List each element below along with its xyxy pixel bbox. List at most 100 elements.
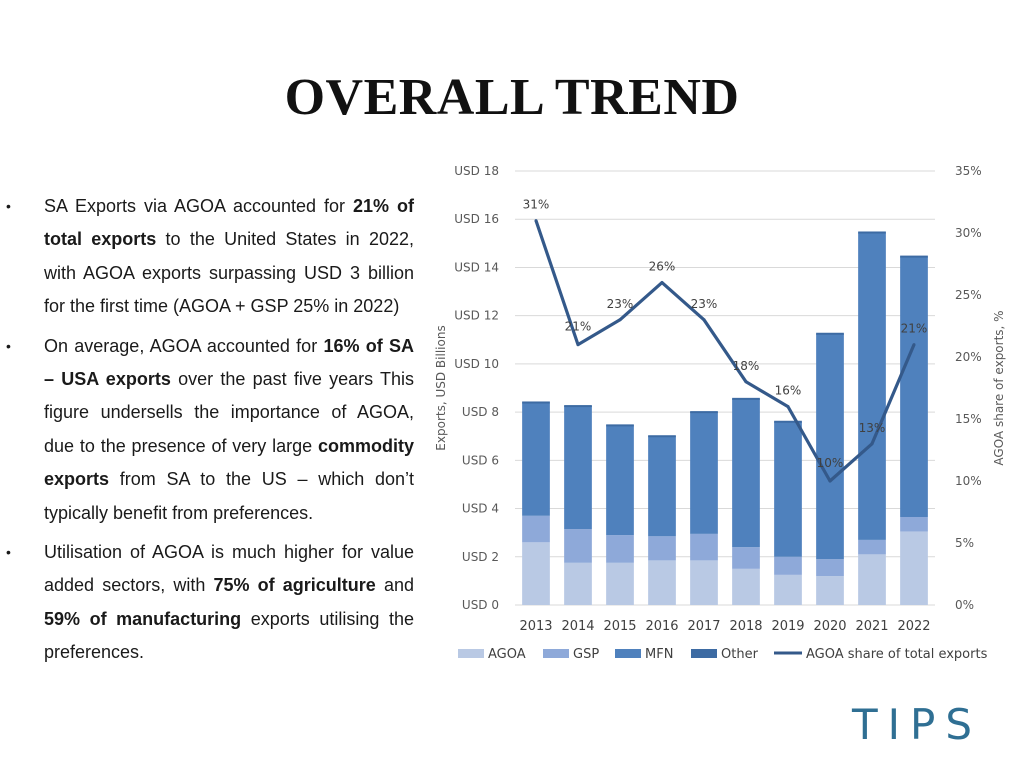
share-line [534,220,916,483]
y-right-tick-label: 20% [955,350,982,364]
bar-top-edge [606,424,634,427]
x-tick-label: 2022 [897,619,930,634]
bar-segment-gsp [606,535,634,563]
y-right-tick-label: 15% [955,412,982,426]
bullet-marker: • [6,544,11,561]
bar-segment-agoa [606,562,634,605]
share-data-label: 16% [775,384,802,398]
bar-segment-gsp [858,539,886,555]
share-data-label: 23% [607,297,634,311]
legend-label: AGOA [488,647,526,662]
share-point [702,318,706,322]
share-point [828,479,832,483]
bullet-run-bold: 16% of SA – USA exports [44,335,414,390]
share-data-label: 18% [733,359,760,373]
legend-label: GSP [573,647,599,662]
share-data-label: 10% [817,456,844,470]
slide-title: OVERALL TREND [284,69,740,126]
legend-swatch [691,649,717,658]
bar-segment-mfn [774,421,802,557]
bar-top-edge [732,397,760,400]
legend-swatch [543,649,569,658]
bar-segment-agoa [900,531,928,605]
y-right-tick-label: 35% [955,164,982,178]
bullet-text: On average, AGOA accounted for 16% of SA… [44,330,414,530]
bar-top-edge [774,420,802,423]
legend-swatch [458,649,484,658]
bar-segment-agoa [774,574,802,605]
stacked-bars [522,231,928,605]
bar-segment-mfn [858,232,886,540]
bar-segment-mfn [522,402,550,516]
share-data-label: 31% [523,198,550,212]
bar-segment-agoa [564,562,592,605]
bar-segment-agoa [858,554,886,605]
y-right-tick-label: 25% [955,288,982,302]
bullet-run: SA Exports via AGOA accounted for [44,196,353,216]
share-data-label: 21% [565,320,592,334]
y-left-tick-label: USD 16 [454,212,499,226]
y-left-tick-label: USD 4 [462,502,499,516]
bar-segment-gsp [564,529,592,563]
x-tick-label: 2019 [771,619,804,634]
bar-segment-gsp [522,515,550,543]
bar-segment-mfn [606,425,634,536]
bullet-marker: • [6,198,11,214]
bar-top-edge [690,411,718,414]
share-point [912,343,916,347]
share-point [744,380,748,384]
bullet-run: Utilisation of AGOA is much higher for v… [44,542,414,596]
y-left-tick-label: USD 6 [462,453,499,467]
share-point [870,442,874,446]
bar-top-edge [816,332,844,335]
x-tick-label: 2013 [519,619,552,634]
logo-text: TIPS [852,700,983,749]
bar-segment-agoa [732,568,760,605]
x-tick-label: 2016 [645,619,678,634]
share-data-label: 23% [691,297,718,311]
bar-segment-gsp [774,556,802,575]
legend-swatch [615,649,641,658]
bar-top-edge [648,435,676,438]
bar-top-edge [900,255,928,258]
x-tick-label: 2021 [855,619,888,634]
bullet-list: • SA Exports via AGOA accounted for 21% … [0,190,420,676]
bullet-item: • Utilisation of AGOA is much higher for… [0,536,420,670]
legend-label: Other [721,647,759,662]
bullet-run: from SA to the US – which don’t typicall… [44,469,414,523]
share-data-label: 26% [649,260,676,274]
bullet-run-bold: 21% of total exports [44,196,414,250]
bullet-run-bold: commodity exports [44,435,414,490]
bar-top-edge [564,405,592,408]
bullet-run: exports utilising the preferences. [44,608,414,663]
exports-chart: 31%21%23%26%23%18%16%10%13%21% USD 0USD … [434,164,1006,662]
y-right-tick-label: 30% [955,226,982,240]
bullet-item: • On average, AGOA accounted for 16% of … [0,330,420,530]
x-tick-label: 2015 [603,619,636,634]
bar-segment-gsp [816,559,844,577]
bar-segment-mfn [732,398,760,548]
agoa-share-line: 31% 21% 23% 26% 23% 18% 16% 10% 13% 21% [523,198,927,483]
bullet-run: to the United States in 2022, with AGOA … [44,229,414,317]
y-right-tick-label: 10% [955,474,982,488]
bar-segment-agoa [522,542,550,605]
bullet-run: On average, AGOA accounted for [44,335,324,356]
y-left-tick-label: USD 18 [454,164,499,178]
y-left-tick-label: USD 10 [454,357,499,371]
bullet-run-bold: 75% of agriculture [213,575,376,596]
y-right-tick-label: 0% [955,598,974,612]
share-point [534,219,538,223]
x-tick-label: 2020 [813,619,846,634]
y-left-tick-label: USD 8 [462,405,499,419]
axes: USD 0 USD 2 USD 4 USD 6 USD 8 USD 10 USD 12 USD… [434,164,1006,634]
bullet-text: SA Exports via AGOA accounted for 21% of… [44,190,414,324]
legend-label: AGOA share of total exports [806,647,988,662]
bar-segment-mfn [816,333,844,560]
bullet-run-bold: 59% of manufacturing [44,608,242,629]
x-tick-label: 2017 [687,619,720,634]
y-left-tick-label: USD 2 [462,550,499,564]
y-left-axis-title: Exports, USD Billions [434,325,448,450]
bar-segment-mfn [900,256,928,517]
bullet-text: Utilisation of AGOA is much higher for v… [44,536,414,670]
share-point [786,405,790,409]
